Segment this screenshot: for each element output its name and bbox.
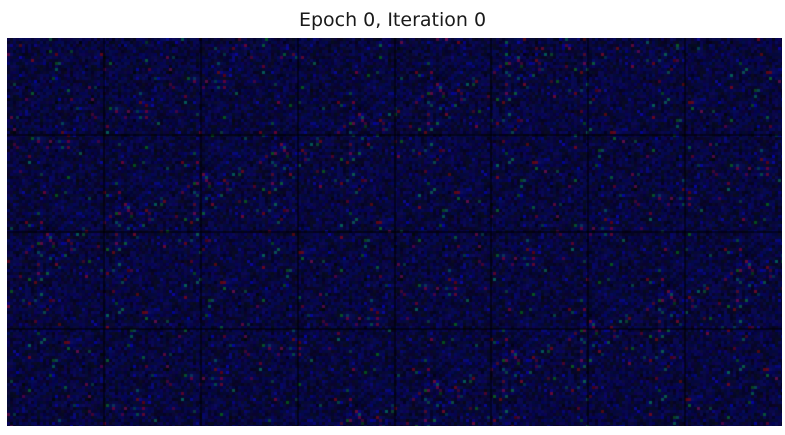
figure-title: Epoch 0, Iteration 0 — [298, 9, 487, 31]
generated-image-grid — [7, 38, 782, 426]
noise-image-canvas — [7, 38, 782, 426]
